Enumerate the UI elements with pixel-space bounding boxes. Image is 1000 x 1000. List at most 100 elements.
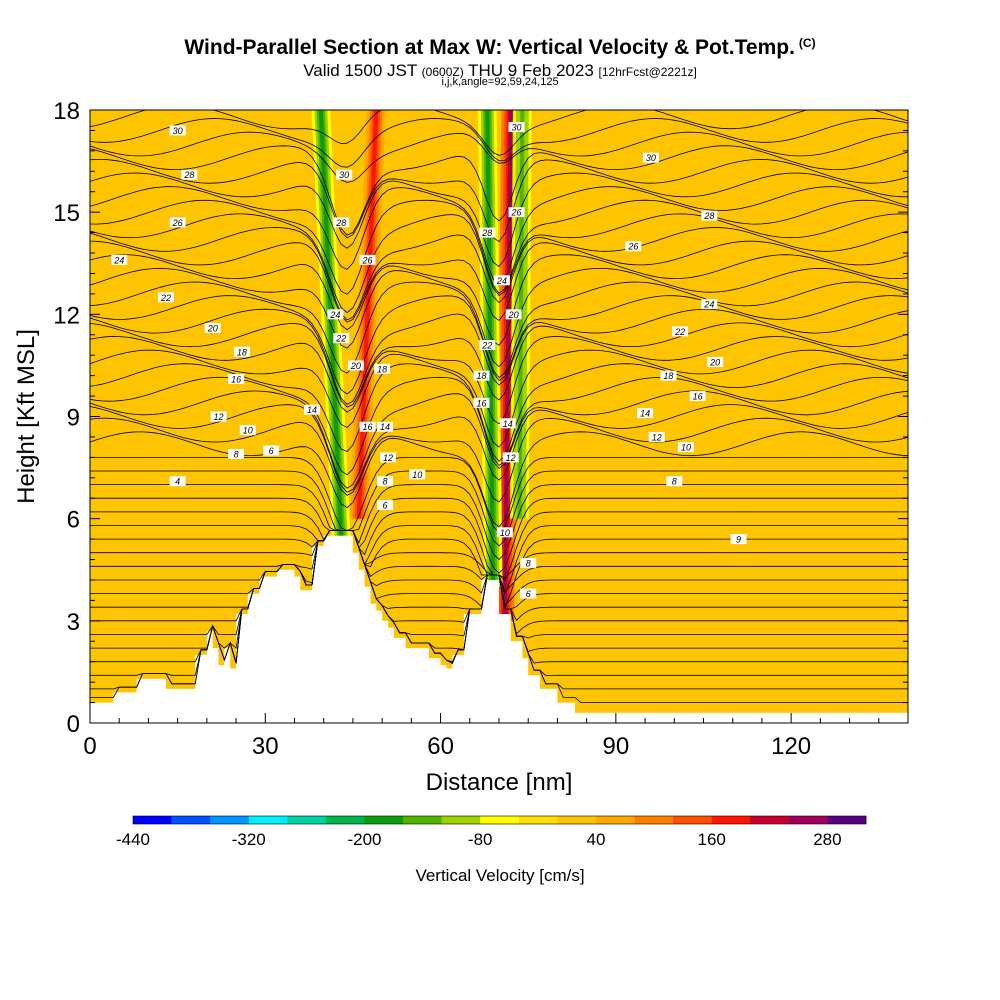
theta-contour-line [90,322,908,408]
theta-contour-label: 20 [707,357,724,368]
colorbar-swatch [634,816,674,824]
theta-label-bg [502,452,519,463]
theta-label-text: 28 [183,170,194,180]
theta-label-bg [169,476,186,487]
theta-contour-line [90,131,908,183]
theta-label-text: 6 [383,501,388,511]
colorbar-swatch [557,816,597,824]
colorbar-swatch [711,816,751,824]
downdraft-band-1 [318,110,344,536]
theta-contour-line [90,172,908,268]
theta-label-text: 24 [329,310,340,320]
theta-contour-label: 24 [701,299,718,310]
theta-contour-label: 30 [169,125,186,136]
theta-label-text: 26 [172,218,183,228]
theta-contour-label: 26 [169,217,186,228]
theta-label-text: 6 [269,446,274,456]
theta-label-bg [377,421,394,432]
subtitle-forecast: [12hrFcst@2221z] [598,65,697,79]
theta-label-text: 8 [383,477,388,487]
theta-label-bg [701,210,718,221]
theta-label-text: 18 [663,371,673,381]
theta-label-text: 12 [214,412,224,422]
theta-label-bg [359,421,376,432]
theta-label-bg [157,292,174,303]
theta-label-text: 8 [672,477,677,487]
theta-label-bg [111,254,128,265]
chart-title-text: Wind-Parallel Section at Max W: Vertical… [184,36,795,59]
theta-label-bg [493,275,510,286]
theta-contour-line [90,158,908,243]
subtitle-utc: (0600Z) [421,65,464,79]
theta-contour-label: 18 [233,346,250,357]
theta-label-bg [637,408,654,419]
theta-label-text: 14 [307,405,317,415]
theta-contour-line [90,511,908,582]
theta-contour-label: 24 [327,309,344,320]
theta-contour-line [90,417,908,503]
theta-label-bg [505,309,522,320]
theta-contour-label: 22 [672,326,689,337]
subtitle-valid: Valid 1500 JST [303,61,417,80]
theta-label-text: 10 [681,443,691,453]
theta-contour-line [90,376,908,476]
theta-label-text: 16 [693,392,703,402]
theta-label-text: 26 [362,255,373,265]
theta-label-text: 18 [476,371,486,381]
theta-contour-label: 30 [336,169,353,180]
theta-label-bg [409,469,426,480]
theta-contour-label: 22 [157,292,174,303]
theta-contour-line [90,349,908,448]
theta-label-text: 30 [339,170,349,180]
theta-contour-label: 10 [496,527,513,538]
theta-label-text: 24 [703,300,714,310]
colorbar-swatch [287,816,327,824]
theta-label-bg [520,557,537,568]
theta-contour-label: 10 [409,469,426,480]
theta-contour-label: 30 [508,122,525,133]
theta-contour-line [90,110,908,156]
theta-label-text: 4 [175,477,180,487]
y-tick-label: 3 [67,609,80,636]
theta-contour-label: 14 [377,421,394,432]
colorbar-swatch [441,816,481,824]
subtitle-date: THU 9 Feb 2023 [468,61,594,80]
theta-label-text: 28 [703,211,714,221]
theta-label-text: 14 [503,419,513,429]
theta-label-bg [377,500,394,511]
theta-contour-label: 28 [479,227,496,238]
theta-label-bg [730,534,747,545]
x-tick-label: 90 [603,733,630,760]
theta-label-text: 22 [335,334,346,344]
theta-label-bg [642,152,659,163]
theta-contour-label: 26 [508,207,525,218]
theta-label-text: 16 [476,398,486,408]
theta-label-bg [327,309,344,320]
theta-label-bg [496,527,513,538]
x-tick-label: 60 [427,733,454,760]
theta-label-bg [625,241,642,252]
theta-label-text: 18 [377,364,387,374]
theta-label-bg [377,476,394,487]
theta-label-bg [473,397,490,408]
theta-label-text: 28 [481,228,492,238]
theta-label-bg [666,476,683,487]
colorbar-swatch [171,816,211,824]
theta-label-bg [473,370,490,381]
theta-label-text: 9 [736,535,741,545]
theta-label-bg [707,357,724,368]
theta-label-text: 22 [674,327,685,337]
theta-label-text: 14 [640,409,650,419]
colorbar-swatch [827,816,867,824]
y-axis-label: Height [Kft MSL] [13,329,40,504]
theta-contour-line [90,363,908,462]
theta-contour-line [90,336,908,425]
theta-label-bg [233,346,250,357]
theta-label-text: 20 [207,323,218,333]
theta-contour-line [90,295,908,395]
theta-contour-label: 24 [111,254,128,265]
theta-contour-line [90,390,908,489]
colorbar-tick-label: 280 [813,830,841,849]
colorbar-tick-label: -440 [116,830,150,849]
